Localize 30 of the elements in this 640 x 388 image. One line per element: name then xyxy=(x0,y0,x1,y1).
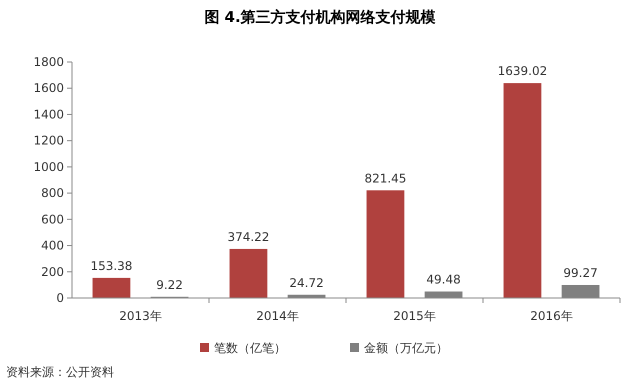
y-tick-label: 1400 xyxy=(33,107,64,122)
bar xyxy=(366,190,404,298)
y-tick-label: 200 xyxy=(41,264,64,279)
data-label: 99.27 xyxy=(563,266,598,280)
x-tick-label: 2014年 xyxy=(256,309,299,323)
data-label: 24.72 xyxy=(289,276,324,290)
x-tick-label: 2015年 xyxy=(393,309,436,323)
y-tick-label: 0 xyxy=(56,291,64,305)
y-tick-label: 800 xyxy=(41,186,64,200)
bar xyxy=(230,248,268,298)
x-tick-label: 2016年 xyxy=(530,309,573,323)
y-tick-label: 400 xyxy=(41,238,64,253)
data-label: 374.22 xyxy=(227,230,270,244)
legend-label: 金额（万亿元） xyxy=(364,341,448,355)
data-label: 49.48 xyxy=(426,272,461,287)
text: 资料来源：公开资料 xyxy=(6,365,114,379)
y-tick-label: 1800 xyxy=(33,55,64,69)
legend-label: 笔数（亿笔） xyxy=(214,341,286,355)
data-label: 9.22 xyxy=(156,278,183,292)
bar xyxy=(504,83,542,298)
y-tick-label: 1000 xyxy=(33,160,64,174)
chart-title: 图 4.第三方支付机构网络支付规模 xyxy=(204,8,437,26)
x-tick-label: 2013年 xyxy=(119,309,162,323)
y-tick-label: 1600 xyxy=(33,81,64,96)
y-tick-label: 600 xyxy=(41,212,64,226)
data-label: 153.38 xyxy=(90,258,132,273)
y-tick-label: 1200 xyxy=(33,134,64,148)
bar xyxy=(92,278,130,298)
data-label: 1639.02 xyxy=(498,64,548,78)
data-label: 821.45 xyxy=(364,171,406,186)
